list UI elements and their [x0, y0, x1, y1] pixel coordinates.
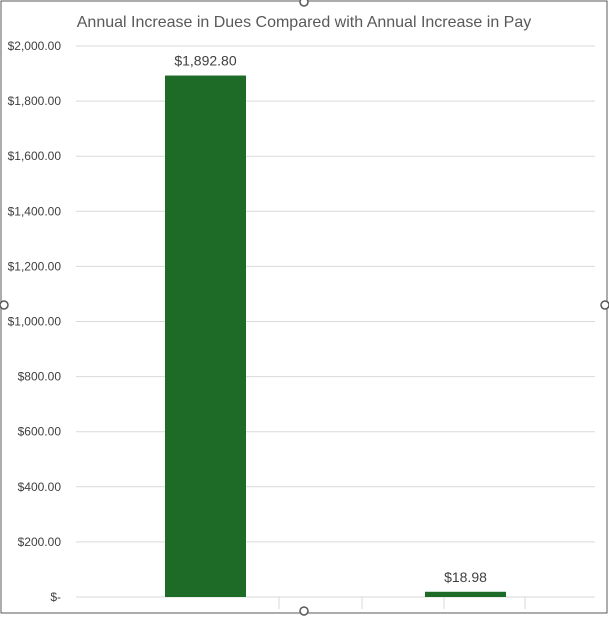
chart-title: Annual Increase in Dues Compared with An… [77, 14, 531, 31]
y-tick-label: $- [50, 590, 61, 604]
y-tick-label: $1,800.00 [8, 94, 62, 108]
data-labels: $1,892.80 $18.98 [174, 53, 487, 585]
bar[interactable] [165, 75, 246, 598]
data-label: $18.98 [444, 569, 487, 585]
y-tick-label: $800.00 [18, 370, 62, 384]
data-label: $1,892.80 [174, 53, 236, 69]
gridlines [76, 45, 595, 609]
resize-handle[interactable] [299, 0, 309, 7]
resize-handle[interactable] [0, 300, 9, 310]
y-tick-label: $600.00 [18, 425, 62, 439]
y-tick-label: $200.00 [18, 535, 62, 549]
resize-handle[interactable] [299, 606, 309, 616]
y-tick-label: $400.00 [18, 480, 62, 494]
y-tick-label: $1,400.00 [8, 204, 62, 218]
y-tick-label: $2,000.00 [8, 39, 62, 53]
y-tick-label: $1,600.00 [8, 149, 62, 163]
y-tick-label: $1,000.00 [8, 315, 62, 329]
bar[interactable] [425, 591, 506, 597]
bars [165, 75, 506, 598]
y-tick-label: $1,200.00 [8, 259, 62, 273]
resize-handle[interactable] [600, 300, 609, 310]
y-axis-tick-labels: $- $200.00 $400.00 $600.00 $800.00 $1,000.00 $… [8, 39, 62, 604]
